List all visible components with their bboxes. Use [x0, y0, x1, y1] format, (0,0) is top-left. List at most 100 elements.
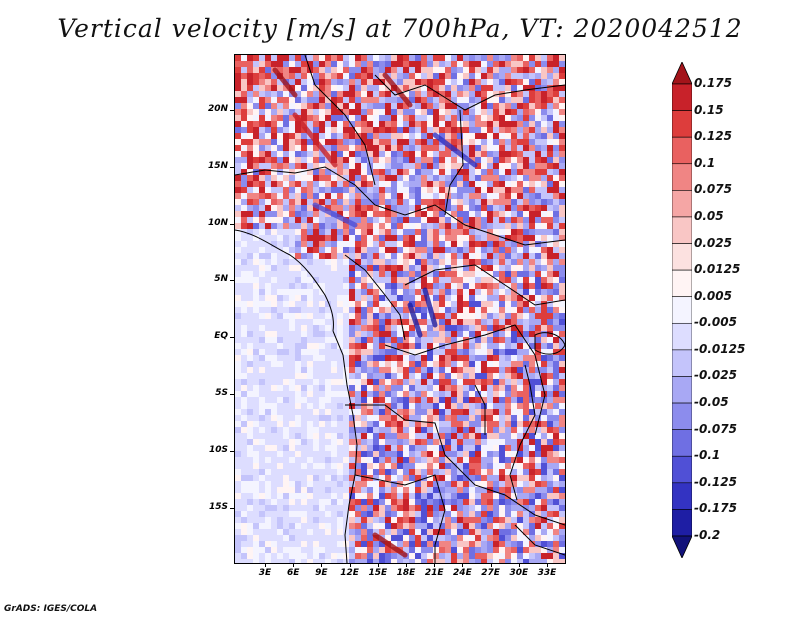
velocity-cell: [265, 505, 271, 511]
velocity-cell: [541, 283, 547, 289]
velocity-cell: [547, 451, 553, 457]
velocity-cell: [475, 481, 481, 487]
velocity-cell: [289, 277, 295, 283]
velocity-cell: [457, 487, 463, 493]
velocity-cell: [355, 367, 361, 373]
velocity-cell: [289, 427, 295, 433]
velocity-cell: [283, 433, 289, 439]
velocity-cell: [349, 403, 355, 409]
velocity-cell: [451, 133, 457, 139]
velocity-cell: [505, 121, 511, 127]
velocity-cell: [547, 505, 553, 511]
velocity-cell: [319, 169, 325, 175]
velocity-cell: [469, 331, 475, 337]
velocity-cell: [427, 127, 433, 133]
velocity-cell: [541, 157, 547, 163]
velocity-cell: [319, 421, 325, 427]
velocity-cell: [535, 121, 541, 127]
velocity-cell: [523, 205, 529, 211]
velocity-cell: [241, 553, 247, 559]
velocity-cell: [457, 127, 463, 133]
velocity-cell: [535, 271, 541, 277]
velocity-cell: [421, 361, 427, 367]
velocity-cell: [319, 163, 325, 169]
velocity-cell: [235, 469, 241, 475]
velocity-cell: [271, 373, 277, 379]
velocity-cell: [379, 295, 385, 301]
velocity-cell: [307, 115, 313, 121]
velocity-cell: [367, 517, 373, 523]
velocity-cell: [343, 229, 349, 235]
velocity-cell: [235, 523, 241, 529]
velocity-cell: [499, 439, 505, 445]
velocity-cell: [499, 151, 505, 157]
velocity-cell: [409, 517, 415, 523]
velocity-streak: [407, 302, 423, 338]
velocity-cell: [253, 217, 259, 223]
velocity-cell: [457, 103, 463, 109]
velocity-cell: [283, 337, 289, 343]
velocity-cell: [409, 457, 415, 463]
velocity-cell: [457, 535, 463, 541]
velocity-cell: [253, 427, 259, 433]
velocity-cell: [283, 151, 289, 157]
velocity-cell: [505, 61, 511, 67]
velocity-cell: [541, 535, 547, 541]
velocity-cell: [337, 439, 343, 445]
velocity-cell: [349, 361, 355, 367]
velocity-cell: [379, 61, 385, 67]
velocity-cell: [325, 235, 331, 241]
velocity-cell: [511, 301, 517, 307]
velocity-cell: [391, 247, 397, 253]
velocity-cell: [487, 511, 493, 517]
velocity-cell: [427, 319, 433, 325]
velocity-cell: [403, 103, 409, 109]
velocity-cell: [517, 325, 523, 331]
velocity-cell: [337, 415, 343, 421]
velocity-cell: [421, 511, 427, 517]
velocity-cell: [373, 427, 379, 433]
velocity-cell: [373, 223, 379, 229]
velocity-cell: [277, 175, 283, 181]
velocity-cell: [559, 79, 565, 85]
velocity-cell: [439, 451, 445, 457]
velocity-cell: [535, 325, 541, 331]
velocity-cell: [289, 127, 295, 133]
velocity-cell: [481, 505, 487, 511]
velocity-cell: [235, 301, 241, 307]
velocity-cell: [259, 445, 265, 451]
velocity-cell: [403, 481, 409, 487]
velocity-cell: [385, 127, 391, 133]
velocity-cell: [289, 217, 295, 223]
velocity-cell: [325, 97, 331, 103]
velocity-cell: [289, 493, 295, 499]
velocity-cell: [433, 433, 439, 439]
velocity-cell: [421, 415, 427, 421]
velocity-cell: [487, 469, 493, 475]
velocity-cell: [463, 175, 469, 181]
velocity-cell: [463, 367, 469, 373]
velocity-cell: [241, 85, 247, 91]
velocity-cell: [295, 319, 301, 325]
velocity-cell: [547, 301, 553, 307]
colorbar-level-label: -0.0125: [694, 341, 746, 356]
velocity-cell: [397, 421, 403, 427]
velocity-cell: [277, 289, 283, 295]
velocity-cell: [481, 67, 487, 73]
velocity-cell: [475, 379, 481, 385]
velocity-cell: [445, 217, 451, 223]
velocity-cell: [403, 133, 409, 139]
velocity-cell: [421, 259, 427, 265]
velocity-cell: [397, 475, 403, 481]
velocity-cell: [235, 337, 241, 343]
velocity-cell: [259, 427, 265, 433]
velocity-cell: [397, 427, 403, 433]
velocity-cell: [367, 547, 373, 553]
velocity-cell: [493, 133, 499, 139]
velocity-cell: [541, 409, 547, 415]
velocity-cell: [505, 361, 511, 367]
velocity-cell: [415, 241, 421, 247]
velocity-cell: [253, 115, 259, 121]
velocity-cell: [439, 385, 445, 391]
velocity-cell: [391, 313, 397, 319]
